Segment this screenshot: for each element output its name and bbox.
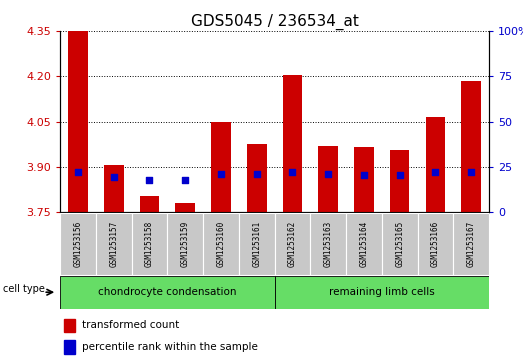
Text: transformed count: transformed count <box>82 321 179 330</box>
Point <box>181 177 189 183</box>
Point <box>467 170 475 175</box>
Text: GSM1253162: GSM1253162 <box>288 221 297 267</box>
Text: GSM1253166: GSM1253166 <box>431 221 440 267</box>
FancyBboxPatch shape <box>310 213 346 275</box>
Bar <box>64 319 75 332</box>
FancyBboxPatch shape <box>417 213 453 275</box>
Point <box>395 172 404 178</box>
FancyBboxPatch shape <box>96 213 132 275</box>
FancyBboxPatch shape <box>132 213 167 275</box>
FancyBboxPatch shape <box>203 213 239 275</box>
Bar <box>104 166 123 212</box>
Bar <box>275 276 489 309</box>
Title: GDS5045 / 236534_at: GDS5045 / 236534_at <box>191 13 358 29</box>
Text: GSM1253165: GSM1253165 <box>395 221 404 267</box>
Text: chondrocyte condensation: chondrocyte condensation <box>98 287 236 297</box>
Text: GSM1253160: GSM1253160 <box>217 221 225 267</box>
Point <box>431 170 439 175</box>
FancyBboxPatch shape <box>382 213 417 275</box>
FancyBboxPatch shape <box>167 213 203 275</box>
Bar <box>390 150 410 212</box>
Text: GSM1253158: GSM1253158 <box>145 221 154 267</box>
Bar <box>68 31 88 212</box>
Point <box>110 174 118 180</box>
Point <box>324 171 332 177</box>
Bar <box>247 144 267 212</box>
Bar <box>60 276 275 309</box>
Text: GSM1253156: GSM1253156 <box>74 221 83 267</box>
FancyBboxPatch shape <box>239 213 275 275</box>
Bar <box>175 203 195 212</box>
Text: GSM1253167: GSM1253167 <box>467 221 475 267</box>
Point <box>74 170 82 175</box>
Point <box>288 169 297 175</box>
Bar <box>140 196 160 212</box>
Text: GSM1253159: GSM1253159 <box>181 221 190 267</box>
Bar <box>211 122 231 212</box>
Text: GSM1253163: GSM1253163 <box>324 221 333 267</box>
Bar <box>282 75 302 212</box>
Text: GSM1253164: GSM1253164 <box>359 221 368 267</box>
Point <box>360 172 368 178</box>
Text: GSM1253157: GSM1253157 <box>109 221 118 267</box>
Bar <box>426 117 445 212</box>
Bar <box>64 340 75 354</box>
Point <box>145 177 154 183</box>
Point <box>217 171 225 176</box>
Bar <box>461 81 481 212</box>
Bar <box>319 146 338 212</box>
Text: GSM1253161: GSM1253161 <box>252 221 261 267</box>
FancyBboxPatch shape <box>453 213 489 275</box>
Text: remaining limb cells: remaining limb cells <box>329 287 435 297</box>
Text: percentile rank within the sample: percentile rank within the sample <box>82 342 257 352</box>
Text: cell type: cell type <box>3 284 45 294</box>
FancyBboxPatch shape <box>60 213 96 275</box>
Bar <box>354 147 374 212</box>
FancyBboxPatch shape <box>346 213 382 275</box>
Point <box>253 171 261 177</box>
FancyBboxPatch shape <box>275 213 310 275</box>
